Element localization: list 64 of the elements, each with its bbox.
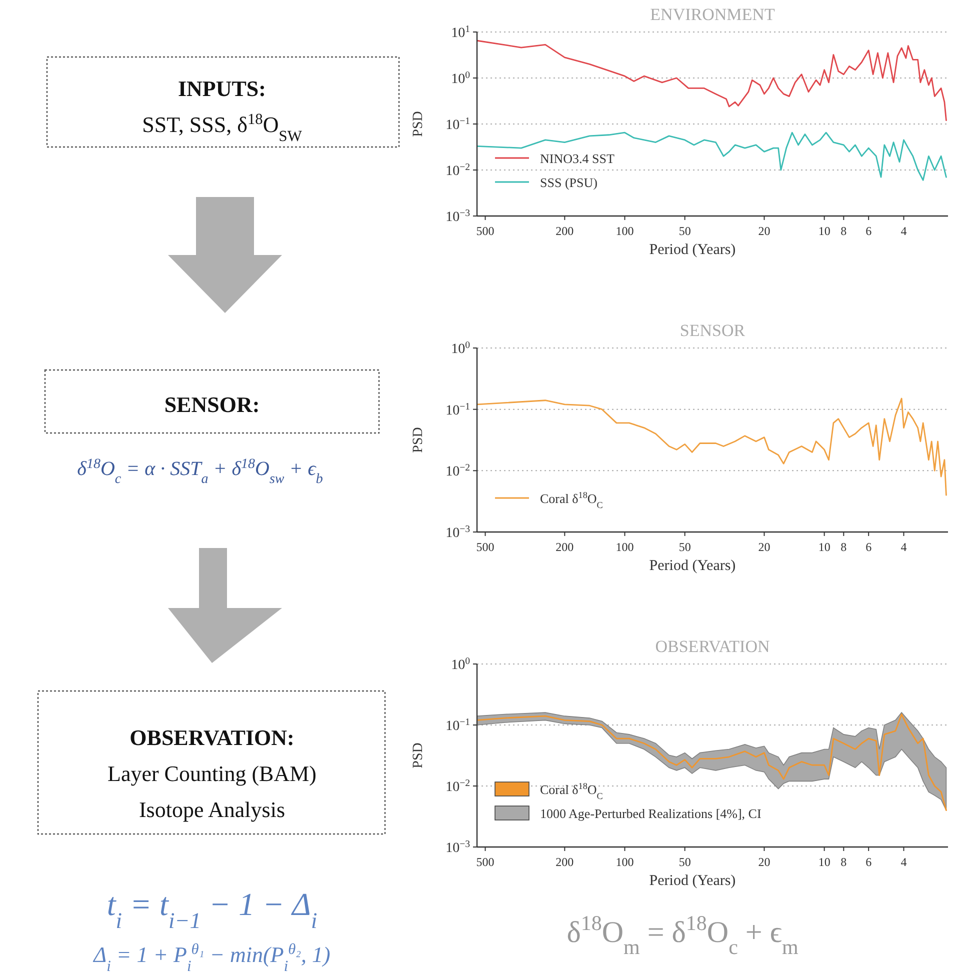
text: Layer Counting (BAM) [108,761,316,786]
x-tick-label: 100 [616,224,634,238]
y-axis-title: PSD [411,742,426,768]
x-tick-label: 4 [900,224,907,238]
text: SST, SSS, δ$^{18}$O$_{SW}$ [142,110,302,144]
y-tick-label: 10$^{−1}$ [446,116,470,133]
legend-label: Coral δ$^{18}$O$_{C}$ [540,781,603,801]
text: Isotope Analysis [138,797,286,822]
x-tick-label: 20 [758,540,770,554]
text: Δ$_{i}$ = 1 + P$_{i}$$^{θ₁}$ − min(P$_{i}$$^{θ₂}$, 1) [94,940,330,974]
x-tick-label: 50 [678,540,691,554]
y-tick-label: 10$^{−3}$ [446,208,470,225]
chart-title: OBSERVATION [655,637,770,656]
x-tick-label: 50 [678,224,691,238]
x-tick-label: 100 [616,855,634,869]
x-tick-label: 8 [840,855,847,869]
text: SENSOR: [164,392,260,417]
text: δ$^{18}$O$_{m}$ = δ$^{18}$O$_{c}$ + ϵ$_{m}$ [566,911,798,959]
y-tick-label: 10$^{−1}$ [446,716,470,734]
x-tick-label: 4 [900,540,907,554]
x-tick-label: 200 [556,224,574,238]
x-tick-label: 200 [556,855,574,869]
x-tick-label: 6 [866,224,872,238]
x-tick-label: 20 [758,224,770,238]
x-tick-label: 10 [818,540,830,554]
y-tick-label: 10$^{−1}$ [446,400,470,418]
x-axis-title: Period (Years) [649,558,736,574]
x-tick-label: 500 [476,224,494,238]
annotation: 1000 Age-Perturbed Realizations [4%], CI [540,806,762,821]
y-tick-label: 10$^{−3}$ [446,838,470,856]
legend-label: NINO3.4 SST [540,151,614,166]
y-axis-title: PSD [411,111,426,137]
x-tick-label: 8 [840,540,847,554]
y-tick-label: 10$^{0}$ [451,656,470,673]
text: OBSERVATION: [130,725,294,750]
y-tick-label: 10$^{−2}$ [446,162,470,179]
x-tick-label: 4 [900,855,907,869]
text: δ$^{18}$O$_{c}$ = α · SST$_{a}$ + δ$^{18}$O$_{sw}$ + ϵ$_{b}$ [77,456,323,486]
x-tick-label: 8 [840,224,847,238]
y-tick-label: 10$^{−2}$ [446,462,470,480]
y-tick-label: 10$^{0}$ [451,70,470,87]
x-tick-label: 6 [866,540,872,554]
x-tick-label: 500 [476,540,494,554]
y-tick-label: 10$^{1}$ [451,24,470,41]
legend-label: Coral δ$^{18}$O$_{C}$ [540,490,603,510]
chart-title: SENSOR [680,321,746,340]
x-tick-label: 10 [818,855,830,869]
x-axis-title: Period (Years) [649,873,736,889]
text: INPUTS: [178,76,266,101]
y-tick-label: 10$^{−2}$ [446,778,470,795]
y-axis-title: PSD [411,427,426,453]
x-tick-label: 500 [476,855,494,869]
x-tick-label: 50 [678,855,691,869]
x-tick-label: 100 [616,540,634,554]
y-tick-label: 10$^{−3}$ [446,524,470,541]
y-tick-label: 10$^{0}$ [451,340,470,357]
chart-title: ENVIRONMENT [650,5,776,24]
x-tick-label: 6 [866,855,872,869]
text: t$_{i}$ = t$_{i−1}$ − 1 − Δ$_{i}$ [106,886,318,932]
legend-label: SSS (PSU) [540,175,598,190]
x-tick-label: 200 [556,540,574,554]
x-tick-label: 10 [818,224,830,238]
x-axis-title: Period (Years) [649,242,736,258]
x-tick-label: 20 [758,855,770,869]
